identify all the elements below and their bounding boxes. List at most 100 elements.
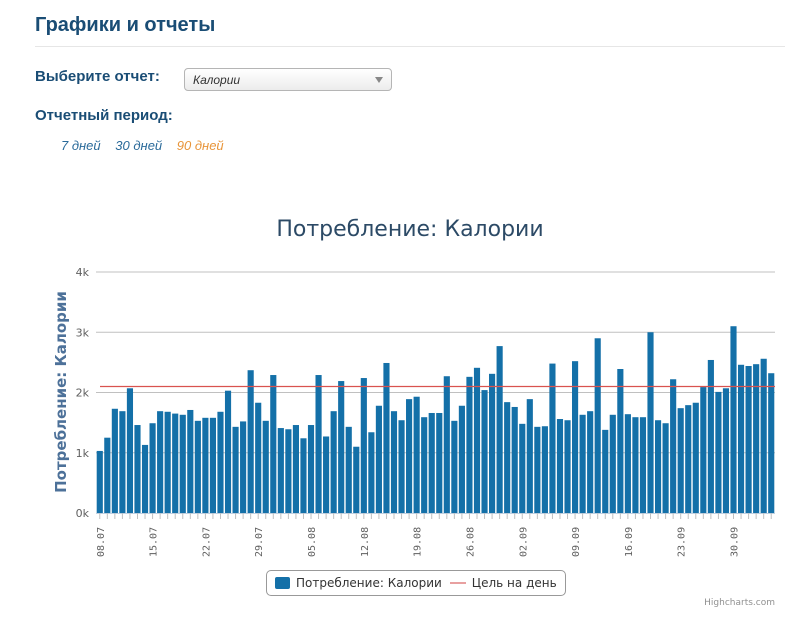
bar[interactable] [624,414,631,513]
bar[interactable] [172,413,179,513]
bar[interactable] [149,423,156,513]
bar[interactable] [383,362,390,513]
bar[interactable] [285,429,292,513]
bar[interactable] [692,402,699,513]
bar[interactable] [496,346,503,513]
bar[interactable] [413,396,420,513]
bar[interactable] [707,359,714,513]
bar[interactable] [247,370,254,513]
bar[interactable] [179,414,186,513]
bar[interactable] [315,375,322,513]
bar[interactable] [722,388,730,513]
bar[interactable] [232,426,239,513]
bar[interactable] [556,419,564,513]
highcharts-credits[interactable]: Highcharts.com [704,598,775,608]
bar[interactable] [262,420,269,513]
bar[interactable] [451,420,458,513]
bar[interactable] [594,338,601,513]
bar[interactable] [549,363,556,513]
bar[interactable] [458,405,465,513]
bar[interactable] [730,326,737,513]
bar[interactable] [134,425,141,513]
bar[interactable] [406,399,413,513]
bar[interactable] [390,411,398,513]
bar[interactable] [760,358,767,513]
bar[interactable] [345,426,352,513]
bar[interactable] [224,390,232,513]
bar[interactable] [360,378,367,513]
bar[interactable] [255,402,262,513]
bar[interactable] [338,381,345,513]
svg-text:05.08: 05.08 [307,527,318,557]
period-label: Отчетный период: [35,107,173,124]
bar[interactable] [436,412,443,513]
period-90-days[interactable]: 90 дней [176,138,224,153]
bar[interactable] [662,423,669,513]
bar[interactable] [654,420,662,513]
bar[interactable] [632,417,639,513]
bar[interactable] [489,373,496,513]
bar[interactable] [617,369,624,513]
bar[interactable] [421,417,428,513]
y-axis-title: Потребление: Калории [52,291,70,493]
bar[interactable] [126,388,134,513]
bar[interactable] [323,436,330,513]
bar[interactable] [609,414,616,513]
bar[interactable] [398,420,405,513]
bar[interactable] [209,417,217,513]
bar[interactable] [745,365,752,513]
bar[interactable] [534,426,541,513]
bar[interactable] [677,408,684,513]
bar[interactable] [768,373,775,513]
legend-item-goal[interactable]: Цель на день [449,576,557,590]
bar[interactable] [670,379,677,513]
bar[interactable] [300,438,307,513]
bar[interactable] [541,426,548,513]
bar[interactable] [511,406,518,513]
bar[interactable] [187,409,194,513]
bar[interactable] [647,332,654,513]
bar[interactable] [240,421,247,513]
period-7-days[interactable]: 7 дней [61,138,101,153]
period-30-days[interactable]: 30 дней [115,138,163,153]
bar[interactable] [104,437,111,513]
bar[interactable] [307,425,315,513]
bar[interactable] [368,432,375,513]
bar[interactable] [473,367,481,513]
bar[interactable] [481,390,488,513]
bar[interactable] [639,417,647,513]
bar[interactable] [111,408,118,513]
bar[interactable] [375,405,382,513]
bar[interactable] [564,420,571,513]
report-select[interactable]: Калории [184,68,392,91]
bar[interactable] [428,412,435,513]
bar[interactable] [194,420,201,513]
bar[interactable] [119,411,126,513]
legend-item-calories[interactable]: Потребление: Калории [275,576,442,590]
bar[interactable] [292,425,299,513]
bar[interactable] [753,364,760,513]
bar[interactable] [157,411,164,513]
bar[interactable] [330,411,337,513]
bar[interactable] [466,376,473,513]
bar[interactable] [96,450,103,513]
bar[interactable] [700,387,707,513]
bar[interactable] [579,414,586,513]
bar[interactable] [737,364,745,513]
bar[interactable] [685,405,692,513]
bar[interactable] [277,428,284,513]
bar[interactable] [353,446,360,513]
bar[interactable] [202,417,209,513]
bar[interactable] [587,411,594,513]
bar[interactable] [164,411,171,513]
bar[interactable] [443,376,450,513]
bar[interactable] [715,391,722,513]
bar[interactable] [504,402,511,513]
bar[interactable] [572,361,579,513]
bar[interactable] [519,423,526,513]
bar[interactable] [141,444,149,513]
bar[interactable] [270,375,277,513]
bar[interactable] [217,411,224,513]
bar[interactable] [602,429,609,513]
bar[interactable] [526,399,533,513]
